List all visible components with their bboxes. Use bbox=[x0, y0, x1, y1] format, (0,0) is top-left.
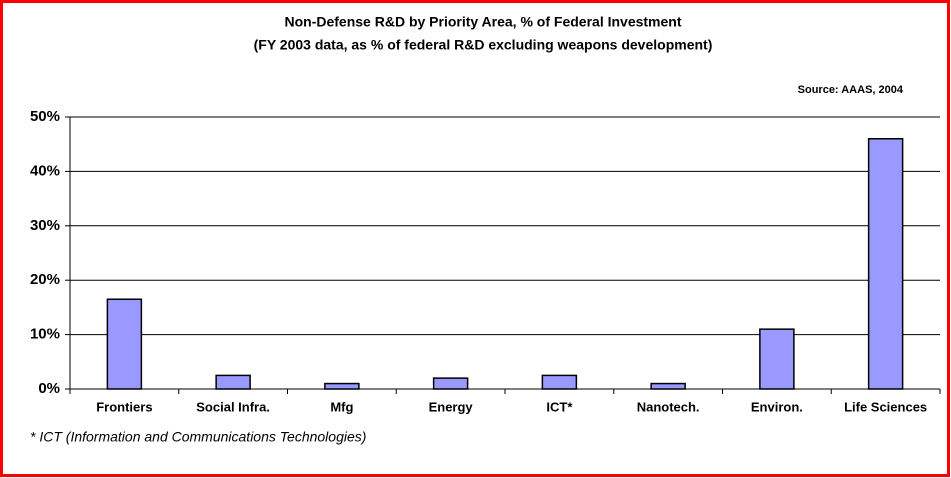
x-tick-label: ICT* bbox=[546, 399, 573, 414]
y-tick-label: 50% bbox=[30, 108, 60, 125]
bar bbox=[867, 138, 904, 390]
chart-title: Non-Defense R&D by Priority Area, % of F… bbox=[284, 14, 681, 30]
bar bbox=[215, 374, 251, 390]
x-tick-label: Energy bbox=[429, 399, 474, 414]
bar bbox=[759, 328, 795, 390]
y-tick-label: 20% bbox=[30, 271, 60, 288]
y-tick-label: 30% bbox=[30, 217, 60, 234]
y-tick-label: 10% bbox=[30, 326, 60, 343]
bar bbox=[432, 377, 469, 390]
chart-subtitle: (FY 2003 data, as % of federal R&D exclu… bbox=[254, 37, 713, 53]
x-tick-label: Environ. bbox=[751, 399, 803, 414]
bar bbox=[324, 382, 360, 390]
bar bbox=[541, 374, 578, 390]
bar bbox=[106, 298, 143, 390]
y-tick-label: 0% bbox=[38, 380, 60, 397]
footnote: * ICT (Information and Communications Te… bbox=[30, 429, 366, 445]
x-tick-label: Nanotech. bbox=[637, 399, 700, 414]
bar bbox=[650, 382, 686, 390]
x-tick-label: Life Sciences bbox=[844, 399, 927, 414]
y-tick-label: 40% bbox=[30, 162, 60, 179]
source: Source: AAAS, 2004 bbox=[798, 84, 904, 96]
x-tick-label: Mfg bbox=[330, 399, 353, 414]
x-tick-label: Social Infra. bbox=[196, 399, 270, 414]
x-tick-label: Frontiers bbox=[96, 399, 152, 414]
